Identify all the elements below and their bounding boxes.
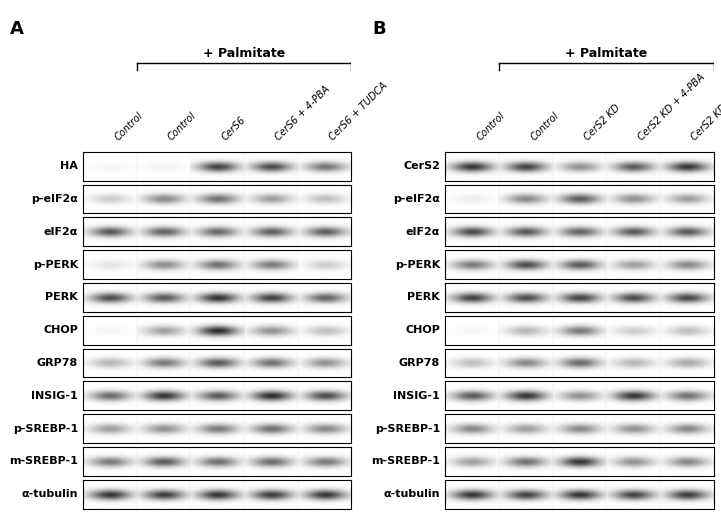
Text: + Palmitate: + Palmitate [565, 47, 647, 60]
Text: INSIG-1: INSIG-1 [394, 391, 441, 401]
Text: GRP78: GRP78 [399, 358, 441, 368]
Text: Control: Control [528, 110, 561, 142]
Text: PERK: PERK [45, 292, 78, 303]
Text: eIF2α: eIF2α [43, 227, 78, 237]
Text: CerS6: CerS6 [220, 114, 247, 142]
Text: Control: Control [475, 110, 507, 142]
Text: p-SREBP-1: p-SREBP-1 [13, 424, 78, 433]
Text: m-SREBP-1: m-SREBP-1 [371, 456, 441, 467]
Text: p-eIF2α: p-eIF2α [394, 194, 441, 204]
Text: CerS2 KD + TUDCA: CerS2 KD + TUDCA [689, 68, 721, 142]
Text: p-PERK: p-PERK [395, 260, 441, 270]
Text: α-tubulin: α-tubulin [384, 489, 441, 499]
Text: A: A [10, 20, 24, 37]
Text: CerS6 + TUDCA: CerS6 + TUDCA [327, 80, 389, 142]
Text: α-tubulin: α-tubulin [22, 489, 78, 499]
Text: eIF2α: eIF2α [406, 227, 441, 237]
Text: HA: HA [60, 161, 78, 171]
Text: Control: Control [167, 110, 198, 142]
Text: m-SREBP-1: m-SREBP-1 [9, 456, 78, 467]
Text: GRP78: GRP78 [37, 358, 78, 368]
Text: INSIG-1: INSIG-1 [31, 391, 78, 401]
Text: CerS2: CerS2 [403, 161, 441, 171]
Text: p-PERK: p-PERK [32, 260, 78, 270]
Text: Control: Control [112, 110, 145, 142]
Text: B: B [372, 20, 386, 37]
Text: CHOP: CHOP [43, 325, 78, 335]
Text: CHOP: CHOP [405, 325, 441, 335]
Text: CerS2 KD: CerS2 KD [582, 102, 622, 142]
Text: p-SREBP-1: p-SREBP-1 [375, 424, 441, 433]
Text: + Palmitate: + Palmitate [203, 47, 286, 60]
Text: CerS2 KD + 4-PBA: CerS2 KD + 4-PBA [636, 72, 707, 142]
Text: CerS6 + 4-PBA: CerS6 + 4-PBA [273, 84, 332, 142]
Text: p-eIF2α: p-eIF2α [31, 194, 78, 204]
Text: PERK: PERK [407, 292, 441, 303]
